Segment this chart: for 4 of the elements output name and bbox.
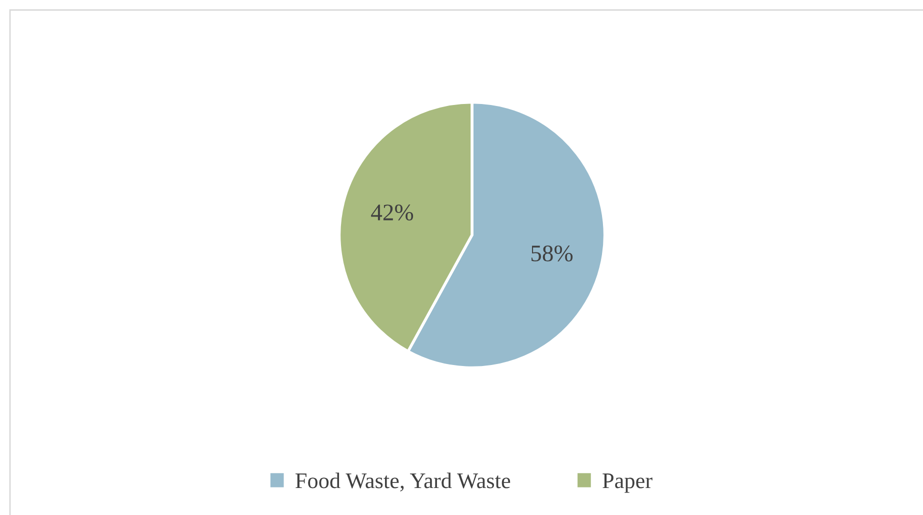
legend-label: Food Waste, Yard Waste (296, 472, 510, 492)
legend-label: Paper (602, 473, 652, 493)
data-label: 42% (371, 204, 414, 221)
data-label: 58% (531, 245, 573, 262)
